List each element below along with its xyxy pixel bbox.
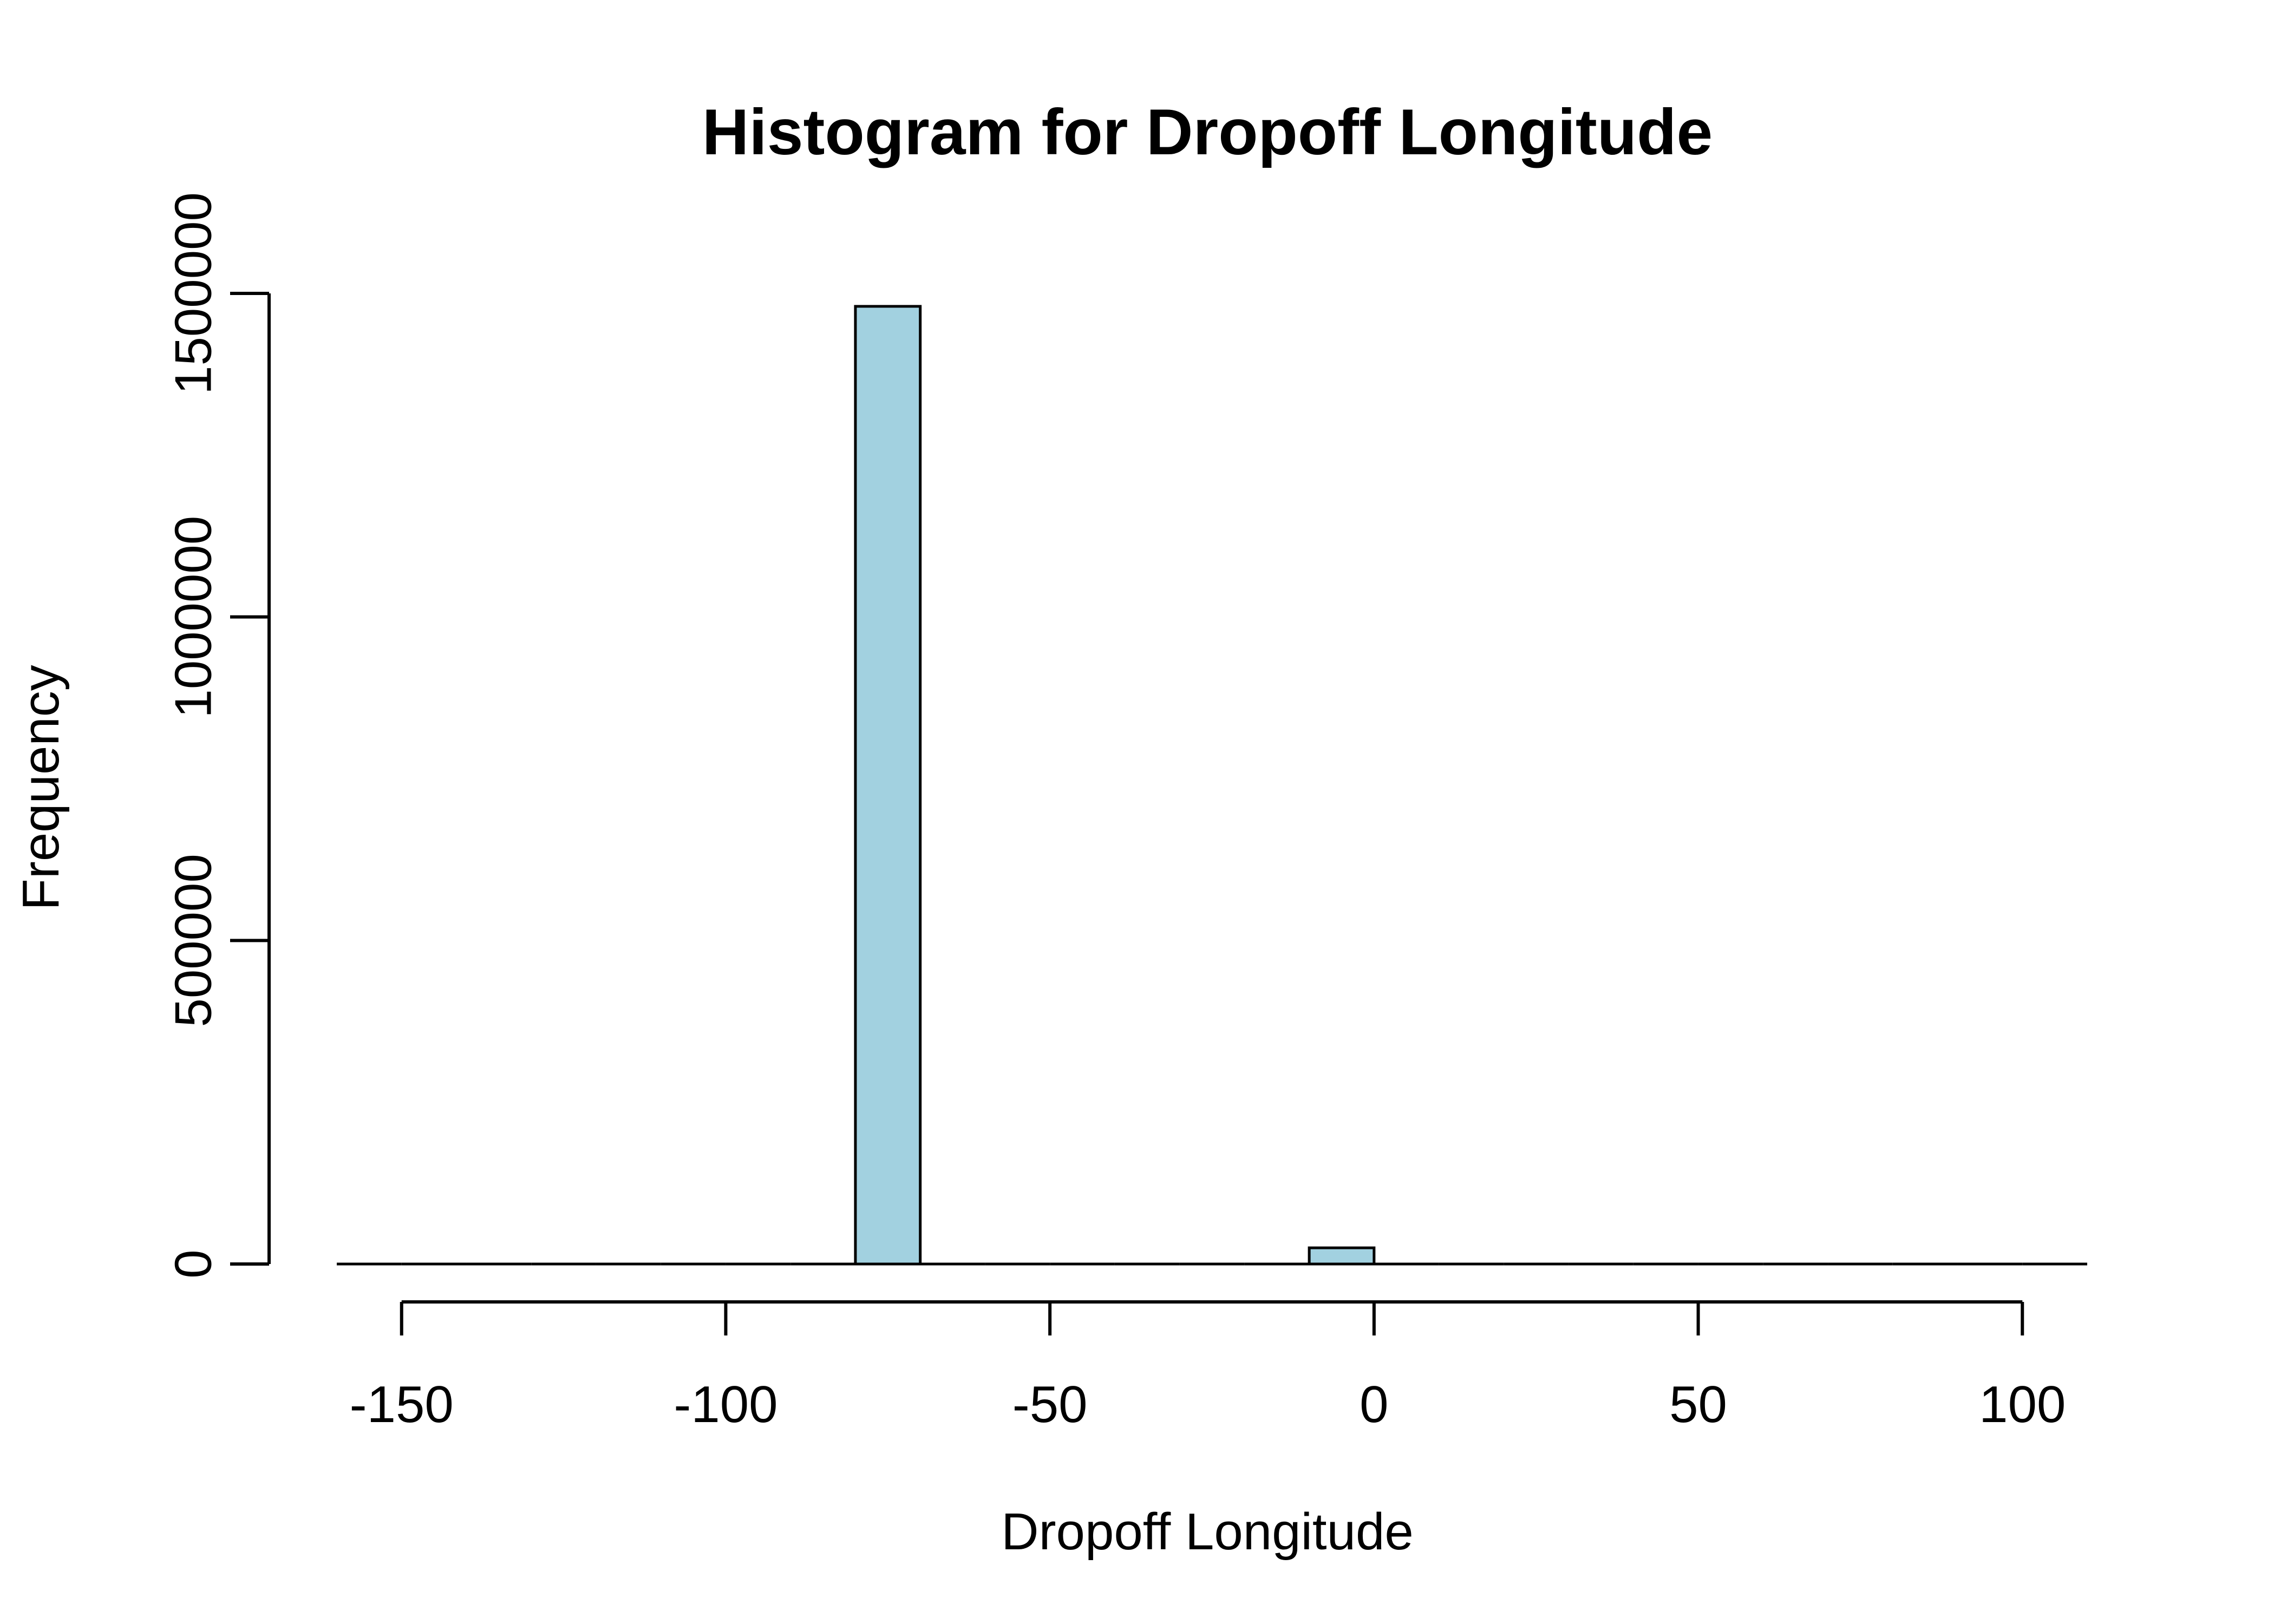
x-tick-label: -150 xyxy=(350,1376,454,1433)
histogram-bars xyxy=(337,305,2087,1266)
chart-title: Histogram for Dropoff Longitude xyxy=(702,96,1713,168)
x-tick-label: -50 xyxy=(1012,1376,1088,1433)
y-tick-label: 0 xyxy=(165,1249,223,1278)
y-axis-label: Frequency xyxy=(12,665,70,911)
y-tick-label: 1000000 xyxy=(165,516,223,718)
x-tick-label: -100 xyxy=(674,1376,777,1433)
y-axis: 0 500000 1000000 1500000 xyxy=(165,192,271,1279)
x-axis-label: Dropoff Longitude xyxy=(1001,1503,1413,1561)
y-tick-label: 1500000 xyxy=(165,192,223,395)
histogram-bar xyxy=(1308,1246,1376,1266)
x-tick-label: 0 xyxy=(1360,1376,1388,1433)
histogram-bar xyxy=(854,305,922,1266)
x-tick-label: 100 xyxy=(1979,1376,2066,1433)
x-tick-label: 50 xyxy=(1669,1376,1727,1433)
y-tick-label: 500000 xyxy=(165,854,223,1027)
x-axis: -150 -100 -50 0 50 100 xyxy=(350,1300,2066,1433)
